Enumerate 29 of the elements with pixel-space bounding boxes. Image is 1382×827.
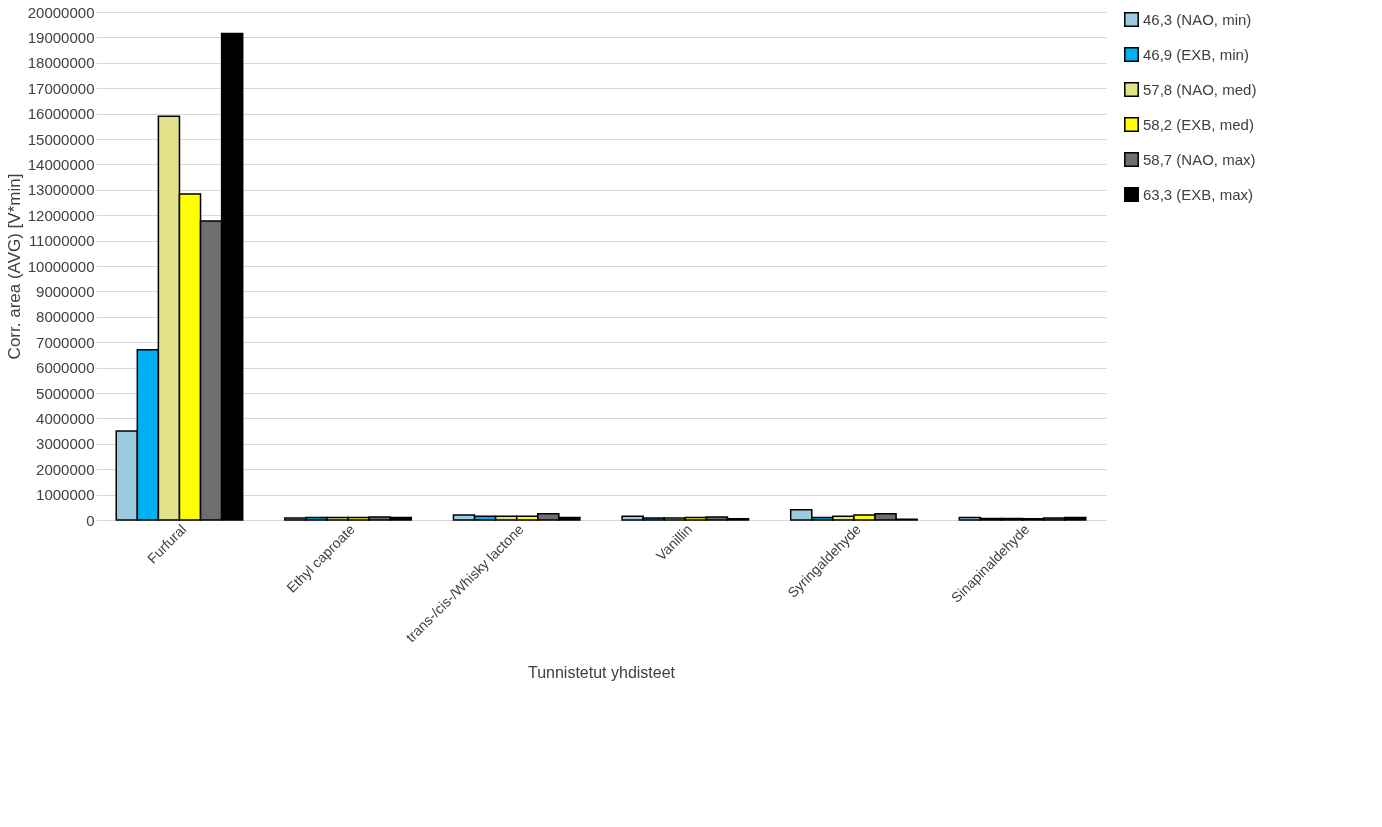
y-tick-label: 8000000: [36, 308, 95, 326]
y-tick-label: 4000000: [36, 409, 95, 427]
y-tick-label: 16000000: [27, 105, 95, 123]
y-tick-label: 7000000: [36, 333, 95, 351]
legend-label: 46,9 (EXB, min): [1143, 45, 1249, 63]
y-tick-label: 9000000: [36, 282, 95, 300]
y-tick-label: 17000000: [27, 79, 95, 97]
y-tick-label: 11000000: [28, 232, 95, 250]
y-tick-label: 5000000: [36, 384, 95, 402]
legend-label: 57,8 (NAO, med): [1143, 80, 1257, 98]
y-tick-label: 0: [86, 511, 95, 529]
y-tick-label: 15000000: [27, 130, 95, 148]
y-tick-label: 18000000: [27, 54, 95, 72]
y-tick-label: 6000000: [36, 359, 95, 377]
legend-label: 58,2 (EXB, med): [1143, 115, 1254, 133]
legend-label: 58,7 (NAO, max): [1143, 150, 1256, 168]
y-tick-label: 1000000: [36, 486, 95, 504]
y-tick-label: 2000000: [36, 460, 95, 478]
y-tick-label: 3000000: [36, 435, 95, 453]
y-axis-title: Corr. area (AVG) [V*min]: [4, 173, 24, 360]
legend-label: 46,3 (NAO, min): [1143, 10, 1252, 28]
y-tick-label: 13000000: [27, 181, 95, 199]
y-tick-label: 19000000: [27, 28, 95, 46]
legend-label: 63,3 (EXB, max): [1143, 185, 1254, 203]
x-axis-title: Tunnistetut yhdisteet: [527, 664, 676, 682]
y-tick-label: 12000000: [27, 206, 95, 224]
y-tick-label: 20000000: [27, 3, 95, 21]
y-tick-label: 10000000: [27, 257, 95, 275]
y-tick-label: 14000000: [27, 155, 95, 173]
